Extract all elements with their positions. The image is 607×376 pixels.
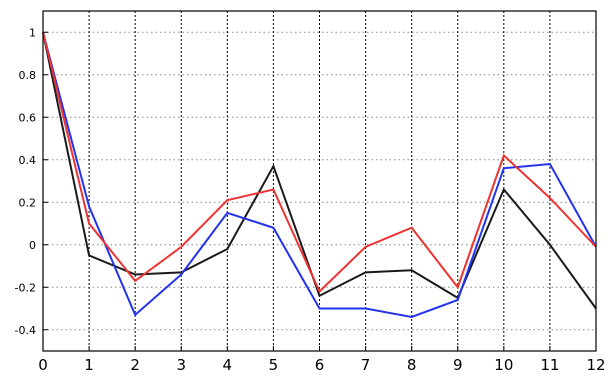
x-tick-label: 9 [453,356,463,374]
y-tick-label: 0.2 [19,196,37,209]
y-tick-label: -0.2 [15,281,36,294]
x-tick-label: 5 [269,356,279,374]
y-tick-label: 0.6 [19,111,37,124]
y-tick-label: 1 [29,26,36,39]
x-tick-label: 4 [223,356,233,374]
x-tick-label: 8 [407,356,417,374]
series-line-1 [42,32,597,310]
x-tick-label: 6 [315,356,325,374]
x-tick-label: 1 [84,356,94,374]
series-lines [42,31,597,319]
grid-lines [43,11,596,351]
x-axis: 0 1 2 3 4 5 6 7 8 9 10 11 12 [38,346,606,374]
x-tick-label: 7 [361,356,371,374]
y-tick-label: -0.4 [15,324,36,337]
x-tick-label: 11 [540,356,559,374]
y-tick-label: 0.8 [19,69,37,82]
x-tick-label: 3 [176,356,186,374]
series-line-3 [42,32,597,294]
y-tick-label: 0 [29,239,36,252]
x-tick-label: 10 [494,356,513,374]
x-tick-label: 0 [38,356,48,374]
y-axis: 1 0.8 0.6 0.4 0.2 0 -0.2 -0.4 [15,26,48,337]
y-tick-label: 0.4 [19,154,37,167]
series-line-2 [42,31,597,319]
x-tick-label: 12 [586,356,605,374]
x-tick-label: 2 [130,356,140,374]
